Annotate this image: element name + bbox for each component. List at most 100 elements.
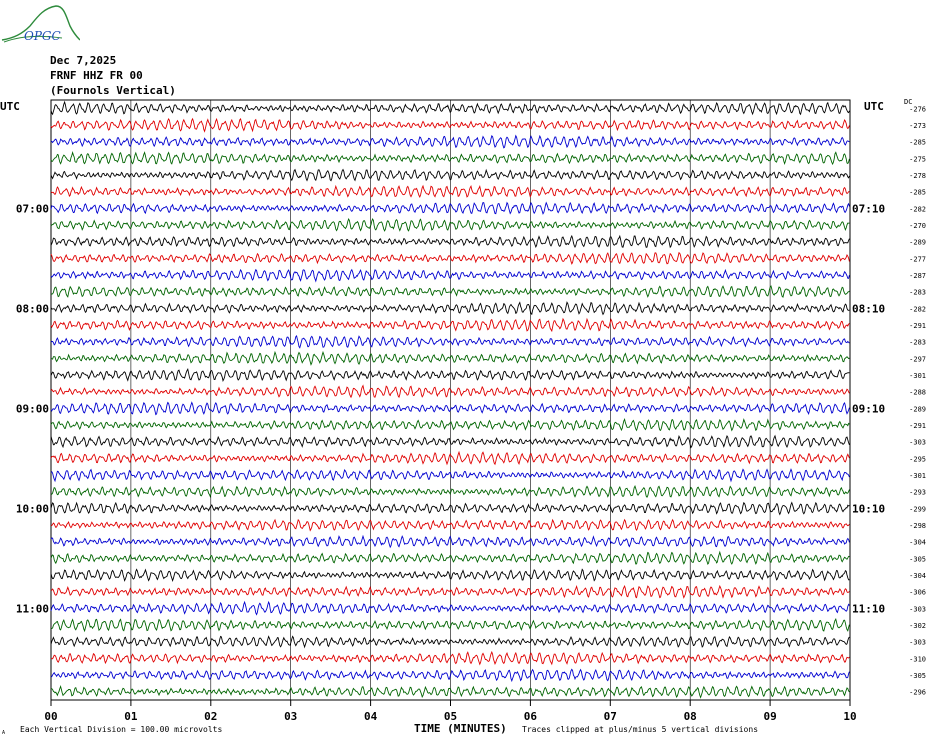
x-tick-label: 05	[444, 710, 457, 723]
x-tick-label: 01	[124, 710, 138, 723]
dc-offset-label: -278	[909, 172, 926, 180]
header-station: FRNF HHZ FR 00	[50, 69, 143, 82]
trace-row	[50, 184, 850, 199]
seismic-traces	[50, 100, 850, 699]
dc-offset-label: -291	[909, 422, 926, 430]
dc-offset-label: -287	[909, 272, 926, 280]
right-hour-label: 10:10	[852, 502, 885, 515]
dc-offset-label: -285	[909, 139, 926, 147]
dc-offset-label: -288	[909, 389, 926, 397]
x-tick-label: 03	[284, 710, 297, 723]
dc-offset-label: -283	[909, 339, 926, 347]
opgc-logo: OPGC	[1, 5, 80, 43]
trace-row	[50, 350, 850, 366]
trace-row	[50, 518, 850, 532]
dc-offset-label: -302	[909, 622, 926, 630]
left-hour-label: 11:00	[16, 602, 49, 615]
dc-offset-label: -293	[909, 489, 926, 497]
trace-row	[50, 317, 850, 333]
trace-row	[50, 635, 850, 649]
right-axis-title: UTC	[864, 100, 884, 113]
footer-left-note: Each Vertical Division = 100.00 microvol…	[20, 725, 222, 734]
trace-row	[50, 384, 850, 399]
trace-row	[50, 251, 850, 265]
trace-row	[50, 401, 850, 416]
trace-row	[50, 335, 850, 349]
left-axis-title: UTC	[0, 100, 20, 113]
logo-text: OPGC	[24, 29, 61, 43]
header-description: (Fournols Vertical)	[50, 84, 176, 97]
footer-mark: A	[2, 730, 5, 736]
trace-row	[50, 501, 850, 516]
dc-offset-label: -305	[909, 555, 926, 563]
trace-row	[50, 650, 850, 666]
x-axis-ticks: 00 01 02 03 04 05 06 07 08 09 10	[44, 700, 857, 723]
dc-offset-label: -301	[909, 472, 926, 480]
dc-offset-label: -275	[909, 155, 926, 163]
dc-offset-label: -289	[909, 239, 926, 247]
trace-row	[50, 100, 850, 116]
dc-offset-label: -305	[909, 672, 926, 680]
trace-row	[50, 134, 850, 149]
trace-row	[50, 234, 850, 249]
trace-row	[50, 218, 850, 232]
trace-row	[50, 301, 850, 316]
header-date: Dec 7,2025	[50, 54, 117, 67]
right-hour-label: 08:10	[852, 302, 885, 315]
dc-offset-label: -301	[909, 372, 926, 380]
dc-offset-label: -303	[909, 439, 926, 447]
minute-gridlines	[130, 100, 771, 700]
dc-offset-label: -303	[909, 605, 926, 613]
dc-offset-label: -297	[909, 355, 926, 363]
dc-offset-label: -285	[909, 189, 926, 197]
dc-offset-label: -310	[909, 655, 926, 663]
dc-offset-label: -283	[909, 289, 926, 297]
trace-row	[50, 468, 850, 483]
dc-offset-label: -273	[909, 122, 926, 130]
right-hour-label: 07:10	[852, 202, 885, 215]
dc-offset-label: -296	[909, 689, 926, 697]
x-tick-label: 04	[364, 710, 378, 723]
dc-offset-label: -298	[909, 522, 926, 530]
trace-row	[50, 668, 850, 683]
left-hour-label: 07:00	[16, 202, 49, 215]
trace-row	[50, 151, 850, 166]
trace-row	[50, 600, 850, 616]
dc-offset-label: -304	[909, 539, 926, 547]
trace-row	[50, 367, 850, 382]
logo-mountain-icon	[1, 5, 80, 41]
trace-row	[50, 685, 850, 699]
footer-right-note: Traces clipped at plus/minus 5 vertical …	[522, 725, 758, 734]
x-axis-label: TIME (MINUTES)	[414, 722, 507, 735]
trace-row	[50, 168, 850, 182]
trace-row	[50, 285, 850, 298]
trace-row	[50, 534, 850, 549]
dc-offset-label: -282	[909, 305, 926, 313]
x-tick-label: 00	[44, 710, 57, 723]
dc-offset-label: -295	[909, 455, 926, 463]
x-tick-label: 08	[684, 710, 697, 723]
trace-row	[50, 568, 850, 583]
trace-row	[50, 268, 850, 283]
right-hour-label: 11:10	[852, 602, 885, 615]
left-hour-label: 10:00	[16, 502, 49, 515]
trace-row	[50, 485, 850, 498]
dc-offset-label: -276	[909, 105, 926, 113]
dc-offset-label: -270	[909, 222, 926, 230]
x-tick-label: 07	[604, 710, 617, 723]
dc-offset-label: -277	[909, 255, 926, 263]
trace-row	[50, 617, 850, 633]
trace-row	[50, 201, 850, 215]
trace-row	[50, 550, 850, 566]
dc-offset-labels: -276 -273 -285 -275 -278 -285 -282 -270 -289 -277…	[909, 105, 926, 696]
dc-offset-label: -291	[909, 322, 926, 330]
x-tick-label: 02	[204, 710, 217, 723]
left-hour-label: 09:00	[16, 402, 49, 415]
dc-offset-label: -303	[909, 639, 926, 647]
x-tick-label: 09	[763, 710, 776, 723]
x-tick-label: 06	[524, 710, 538, 723]
dc-offset-label: -282	[909, 205, 926, 213]
dc-offset-label: -289	[909, 405, 926, 413]
right-hour-label: 09:10	[852, 402, 885, 415]
